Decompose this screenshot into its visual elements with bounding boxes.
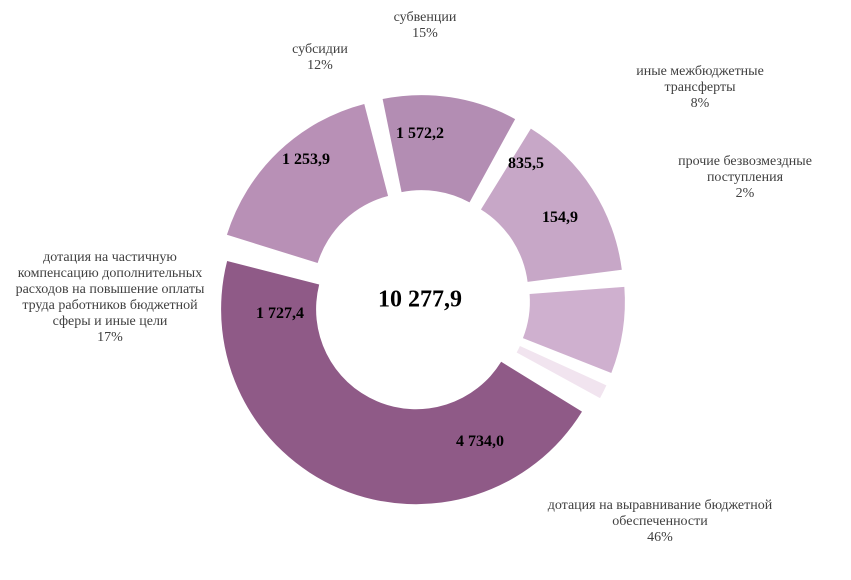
slice-label-text: прочие безвозмездные поступления bbox=[678, 154, 812, 185]
slice-label-percent: 15% bbox=[370, 26, 480, 42]
slice-label-percent: 12% bbox=[260, 58, 380, 74]
slice-value: 835,5 bbox=[508, 155, 544, 173]
slice-value: 1 727,4 bbox=[256, 305, 304, 323]
slice-label-percent: 17% bbox=[10, 330, 210, 346]
donut-slice bbox=[481, 129, 622, 282]
donut-chart: 10 277,9 1 253,9 субсидии12% 1 572,2 субвен… bbox=[0, 0, 851, 580]
slice-label: субвенции15% bbox=[370, 10, 480, 42]
slice-label: дотация на выравнивание бюджетной обеспе… bbox=[540, 498, 780, 546]
center-total: 10 277,9 bbox=[378, 287, 462, 314]
slice-label: прочие безвозмездные поступления2% bbox=[645, 154, 845, 202]
slice-label: субсидии12% bbox=[260, 42, 380, 74]
slice-label-percent: 46% bbox=[540, 530, 780, 546]
slice-value: 4 734,0 bbox=[456, 433, 504, 451]
slice-label-text: субсидии bbox=[292, 42, 348, 57]
donut-slice bbox=[227, 104, 388, 263]
slice-label: дотация на частичную компенсацию дополни… bbox=[10, 250, 210, 347]
slice-label-text: субвенции bbox=[394, 10, 457, 25]
donut-slice bbox=[383, 95, 516, 202]
slice-value: 1 572,2 bbox=[396, 125, 444, 143]
slice-value: 154,9 bbox=[542, 209, 578, 227]
slice-label-text: дотация на частичную компенсацию дополни… bbox=[16, 250, 205, 329]
slice-label-percent: 8% bbox=[610, 96, 790, 112]
slice-value: 1 253,9 bbox=[282, 151, 330, 169]
slice-label-percent: 2% bbox=[645, 186, 845, 202]
slice-label: иные межбюджетные трансферты8% bbox=[610, 64, 790, 112]
slice-label-text: дотация на выравнивание бюджетной обеспе… bbox=[548, 498, 773, 529]
slice-label-text: иные межбюджетные трансферты bbox=[636, 64, 764, 95]
